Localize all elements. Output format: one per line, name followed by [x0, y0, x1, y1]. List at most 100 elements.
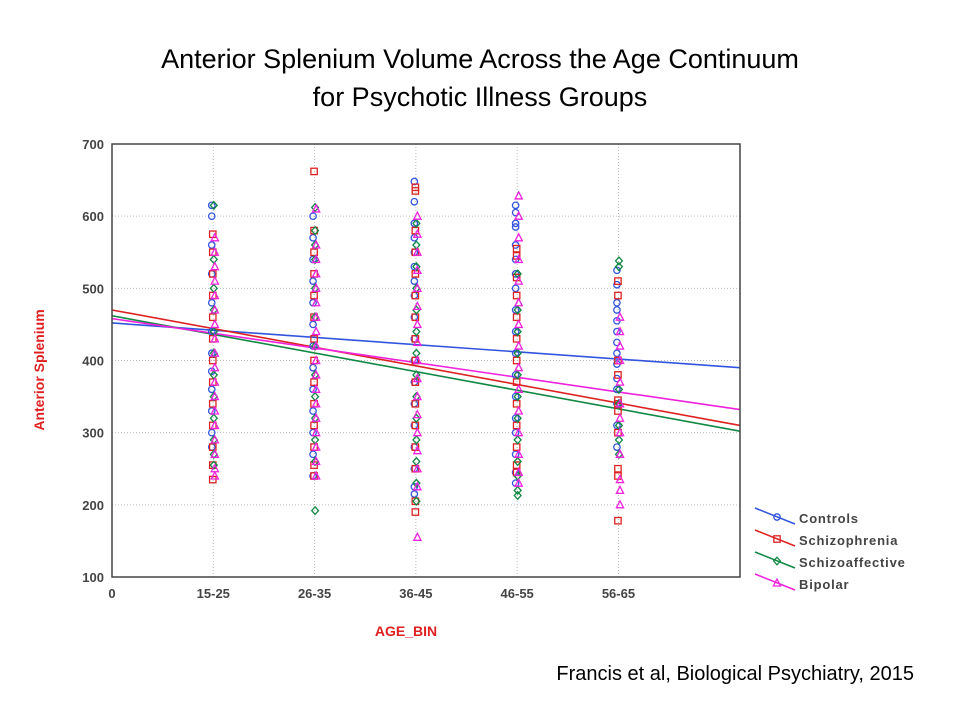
data-point	[310, 421, 318, 430]
data-point	[311, 282, 321, 292]
data-point	[514, 232, 524, 242]
data-point	[210, 376, 220, 386]
data-point	[412, 228, 423, 238]
data-point	[311, 297, 321, 307]
data-point	[309, 363, 317, 372]
data-point	[210, 434, 220, 444]
data-point	[410, 197, 419, 206]
data-point	[412, 246, 423, 256]
data-point	[513, 391, 522, 402]
data-point	[411, 508, 420, 516]
series-schizophrenia	[208, 167, 622, 525]
data-point	[513, 485, 522, 496]
x-tick-label: 56-65	[602, 586, 635, 601]
data-point	[309, 233, 317, 242]
y-tick-label: 200	[82, 498, 104, 513]
data-point	[615, 311, 625, 321]
title-line-1: Anterior Splenium Volume Across the Age …	[161, 44, 799, 74]
data-point	[511, 327, 520, 336]
y-tick-label: 300	[82, 426, 104, 441]
data-point	[411, 313, 420, 322]
data-point	[613, 306, 621, 314]
data-point	[614, 291, 622, 300]
data-point	[412, 261, 421, 272]
data-point	[514, 318, 524, 329]
data-point	[311, 254, 321, 264]
data-point	[310, 167, 318, 176]
x-tick-labels: 0 15-25 26-35 36-45 46-55 56-65	[108, 586, 635, 601]
data-point	[512, 421, 521, 430]
data-point	[309, 212, 317, 221]
data-point	[309, 450, 317, 459]
legend-label: Controls	[799, 511, 859, 526]
y-axis-label: Anterior Splenium	[31, 309, 47, 430]
data-point	[614, 435, 624, 445]
y-tick-label: 700	[82, 137, 104, 152]
data-point	[614, 464, 622, 473]
data-point	[412, 409, 423, 419]
legend-marker	[773, 513, 781, 521]
data-point	[412, 264, 423, 274]
data-point	[207, 428, 216, 437]
data-point	[615, 340, 625, 350]
data-point	[311, 203, 321, 213]
data-point	[514, 190, 524, 200]
data-point	[613, 298, 621, 307]
data-point	[613, 421, 621, 430]
data-point	[410, 490, 419, 498]
data-point	[412, 300, 423, 311]
y-tick-label: 100	[82, 570, 104, 585]
data-point	[513, 326, 522, 337]
plot-frame	[111, 143, 741, 578]
data-point	[311, 340, 321, 350]
x-tick-label: 46-55	[501, 586, 534, 601]
legend-marker	[772, 577, 782, 587]
data-point	[209, 460, 219, 470]
data-point	[210, 347, 220, 357]
data-point	[309, 320, 317, 329]
data-point	[614, 371, 622, 379]
data-point	[310, 505, 320, 516]
data-point	[412, 456, 421, 467]
data-point	[210, 304, 220, 314]
data-point	[310, 334, 318, 343]
data-point	[615, 484, 625, 495]
data-point	[513, 490, 522, 501]
data-point	[514, 448, 524, 458]
legend-marker	[773, 535, 781, 543]
data-point	[310, 248, 318, 257]
data-point	[412, 481, 423, 491]
data-point	[207, 241, 216, 249]
data-point	[511, 219, 520, 228]
data-point	[513, 305, 522, 315]
data-point	[512, 356, 521, 365]
data-point	[513, 348, 522, 359]
data-point	[310, 435, 320, 445]
data-point	[514, 210, 524, 220]
data-point	[615, 398, 625, 408]
legend-line	[754, 529, 796, 547]
data-point	[209, 200, 219, 211]
data-point	[208, 399, 217, 408]
data-point	[311, 412, 321, 422]
data-point	[514, 477, 524, 487]
data-point	[511, 414, 520, 423]
data-point	[412, 218, 421, 229]
data-point	[614, 384, 624, 395]
data-point	[410, 277, 419, 285]
data-point	[614, 256, 624, 266]
y-tick-labels: 100 200 300 400 500 600 700	[82, 137, 104, 585]
data-point	[614, 277, 622, 285]
data-point	[512, 461, 521, 469]
data-point	[310, 391, 320, 402]
data-point	[412, 318, 423, 329]
data-point	[514, 275, 524, 285]
data-point	[615, 499, 625, 509]
data-point	[210, 362, 220, 372]
data-point	[210, 261, 220, 271]
data-point	[514, 297, 524, 307]
data-point	[615, 326, 625, 336]
data-point	[514, 427, 524, 437]
title-line-2: for Psychotic Illness Groups	[312, 82, 648, 112]
